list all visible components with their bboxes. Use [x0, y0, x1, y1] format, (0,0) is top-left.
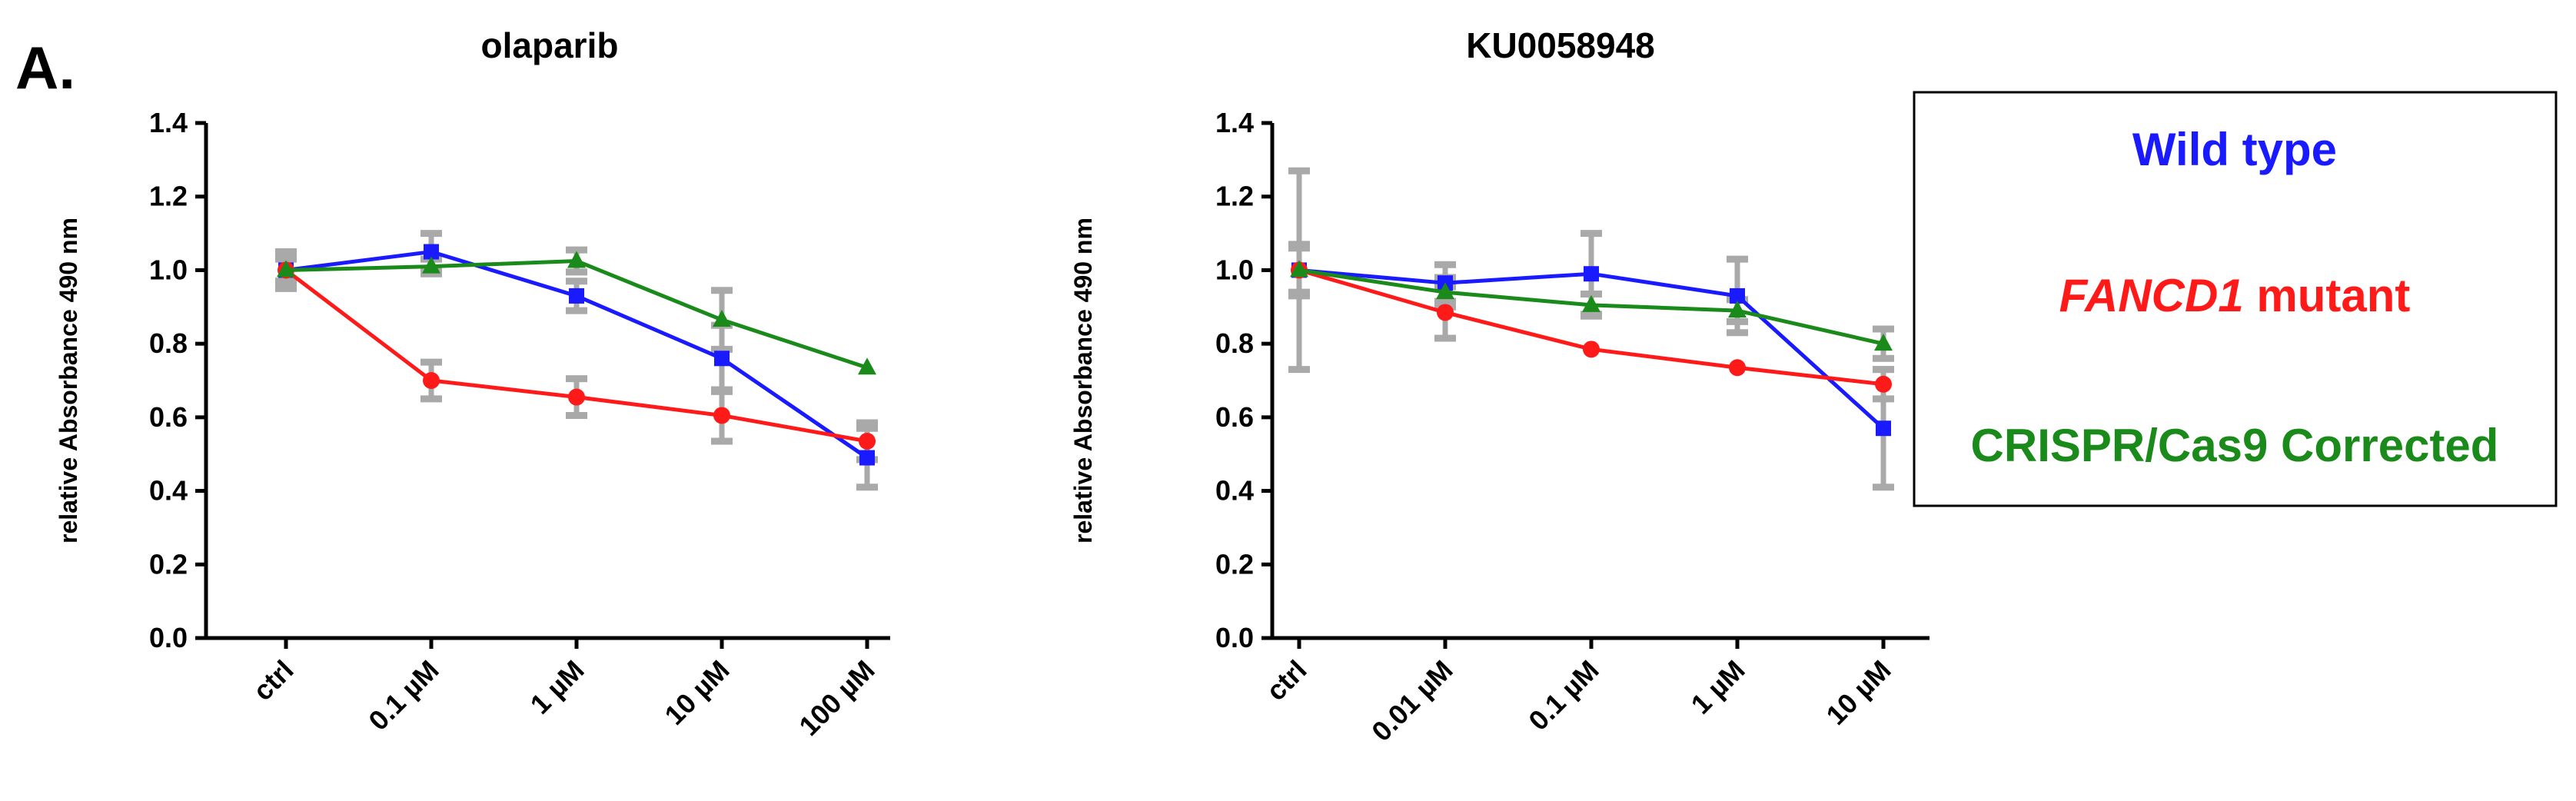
y-tick-label: 1.2	[1215, 181, 1254, 212]
crispr-corrected-point	[422, 256, 440, 274]
y-tick-label: 0.8	[1215, 327, 1254, 359]
fancd1-mutant-point	[713, 407, 730, 424]
legend-text-part: mutant	[2244, 270, 2411, 321]
x-tick-label: 1 µM	[1685, 654, 1751, 720]
fancd1-mutant-point	[1875, 375, 1892, 393]
x-tick-label: 0.01 µM	[1365, 654, 1458, 747]
legend: Wild type FANCD1 mutant CRISPR/Cas9 Correc…	[1913, 91, 2558, 507]
chart-2: KU0058948 relative Absorbance 490 nm 0.0 0.…	[1069, 25, 1930, 747]
x-tick-label: ctrl	[1260, 654, 1313, 707]
wild-type-point	[1876, 420, 1891, 437]
y-tick-label: 1.0	[149, 254, 188, 285]
crispr-corrected-line	[285, 258, 868, 370]
wild-type-point	[569, 287, 584, 304]
y-tick-label: 1.0	[1215, 254, 1254, 285]
crispr-corrected-point	[858, 357, 876, 375]
crispr-corrected-point	[1582, 294, 1600, 312]
x-tick-label: 100 µM	[793, 654, 880, 742]
wild-type-point	[1584, 266, 1599, 282]
y-tick-label: 1.4	[1215, 107, 1254, 138]
legend-text-part: FANCD1	[2059, 270, 2244, 321]
y-tick-label: 0.0	[149, 622, 188, 653]
y-axis-label: relative Absorbance 490 nm	[55, 218, 82, 543]
y-tick-label: 0.8	[149, 327, 188, 359]
legend-text-part: CRISPR/Cas9 Corrected	[1971, 420, 2499, 471]
wild-type-point	[859, 450, 875, 466]
crispr-corrected-point	[1728, 301, 1747, 318]
y-tick-label: 0.4	[1215, 475, 1254, 507]
y-tick-label: 0.6	[149, 401, 188, 433]
wild-type-point	[714, 351, 730, 367]
crispr-corrected-point	[277, 260, 295, 278]
x-tick-label: 0.1 µM	[1522, 654, 1604, 736]
legend-fancd1-mutant: FANCD1 mutant	[2059, 270, 2411, 321]
crispr-corrected-point	[713, 310, 731, 327]
chart-title: KU0058948	[1466, 25, 1655, 65]
legend-box	[1913, 91, 2558, 507]
fancd1-mutant-point	[859, 432, 876, 450]
crispr-corrected-point	[567, 251, 586, 268]
panel-label: A.	[15, 34, 75, 101]
crispr-corrected-point	[1874, 334, 1893, 351]
y-tick-label: 0.2	[149, 548, 188, 580]
crispr-corrected-point	[1436, 282, 1454, 300]
y-axis-label: relative Absorbance 490 nm	[1069, 218, 1097, 543]
chart-title: olaparib	[481, 25, 619, 65]
fancd1-mutant-point	[1437, 304, 1454, 321]
y-tick-label: 1.4	[149, 107, 188, 138]
x-tick-label: 1 µM	[524, 654, 590, 720]
x-tick-label: 0.1 µM	[362, 654, 444, 736]
y-tick-label: 1.2	[149, 181, 188, 212]
y-tick-label: 0.6	[1215, 401, 1254, 433]
crispr-corrected-point	[1290, 260, 1308, 278]
y-tick-label: 0.2	[1215, 548, 1254, 580]
legend-crispr-corrected: CRISPR/Cas9 Corrected	[1971, 420, 2499, 471]
legend-wild-type: Wild type	[2132, 124, 2337, 175]
x-tick-label: 10 µM	[658, 654, 735, 731]
wild-type-point	[1730, 287, 1745, 304]
x-tick-label: 10 µM	[1820, 654, 1896, 731]
charts: olaparib relative Absorbance 490 nm 0.0 0.2…	[55, 25, 1930, 747]
chart-1: olaparib relative Absorbance 490 nm 0.0 0.2…	[55, 25, 890, 742]
legend-text-part: Wild type	[2132, 124, 2337, 175]
x-tick-label: ctrl	[247, 654, 300, 707]
wild-type-point	[424, 244, 439, 260]
fancd1-mutant-point	[568, 388, 585, 406]
fancd1-mutant-point	[1583, 341, 1600, 358]
y-tick-label: 0.4	[149, 475, 188, 507]
fancd1-mutant-point	[423, 372, 440, 389]
y-tick-label: 0.0	[1215, 622, 1254, 653]
fancd1-mutant-point	[1729, 359, 1746, 377]
